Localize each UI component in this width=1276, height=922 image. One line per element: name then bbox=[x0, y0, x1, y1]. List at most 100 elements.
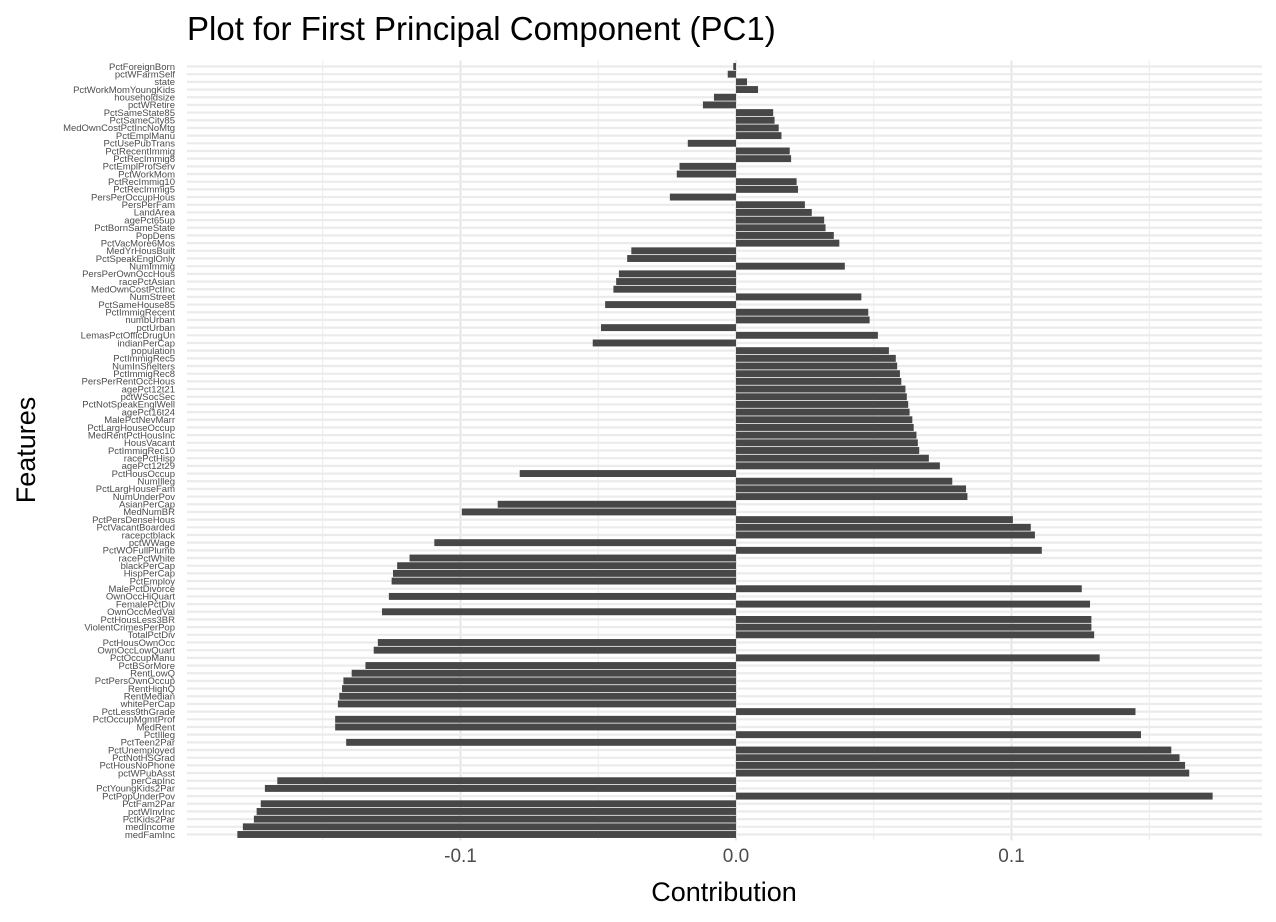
y-tick-label: PctSameState85 bbox=[104, 108, 175, 119]
y-tick-label: PctLess9thGrade bbox=[102, 707, 175, 718]
y-tick-label: PctImmigRec10 bbox=[108, 446, 175, 457]
y-tick-label: FemalePctDiv bbox=[116, 599, 175, 610]
bar-PctHousLess3BR bbox=[736, 616, 1092, 623]
bar-LemasPctOfficDrugUn bbox=[736, 331, 878, 339]
y-tick-label: PctTeen2Par bbox=[121, 738, 175, 749]
y-tick-label: PctYoungKids2Par bbox=[96, 784, 175, 795]
bar-agePct12t29 bbox=[736, 462, 940, 470]
y-tick-label: PctRecImmig5 bbox=[113, 185, 175, 196]
bar-PctSameState85 bbox=[736, 109, 774, 117]
bar-RentLowQ bbox=[351, 669, 736, 677]
bar-PctWorkMomYoungKids bbox=[736, 86, 759, 93]
y-tick-label: PctBSorMore bbox=[119, 661, 176, 672]
y-tick-label: medIncome bbox=[125, 822, 175, 833]
bar-PersPerOccupHous bbox=[669, 193, 736, 201]
y-tick-label: MedNumBR bbox=[123, 507, 175, 518]
y-tick-label: pctWPubAsst bbox=[118, 768, 175, 779]
bar-agePct65up bbox=[736, 216, 825, 224]
y-tick-label: LandArea bbox=[134, 208, 176, 219]
y-tick-label: PctSameCity85 bbox=[110, 116, 175, 127]
bar-PctNotSpeakEnglWell bbox=[736, 400, 909, 408]
y-tick-label: perCapInc bbox=[131, 776, 175, 787]
bar-PctVacMore6Mos bbox=[736, 239, 840, 247]
grid bbox=[187, 60, 1262, 841]
y-tick-label: numbUrban bbox=[125, 315, 175, 326]
bar-pctWRetire bbox=[702, 101, 736, 109]
bar-PctEmploy bbox=[391, 577, 736, 585]
bar-PctWorkMom bbox=[676, 170, 736, 178]
y-tick-label: NumStreet bbox=[130, 292, 176, 303]
bar-NumIlleg bbox=[736, 477, 953, 485]
y-tick-label: PctRecentImmig bbox=[105, 146, 175, 157]
bar-OwnOccMedVal bbox=[381, 608, 736, 616]
y-tick-label: whitePerCap bbox=[120, 699, 175, 710]
y-tick-label: OwnOccMedVal bbox=[107, 607, 175, 618]
bar-MedRentPctHousInc bbox=[736, 431, 917, 439]
bar-PctLess9thGrade bbox=[736, 708, 1136, 716]
bar-racePctWhite bbox=[409, 554, 736, 562]
y-tick-label: racePctHisp bbox=[124, 453, 175, 464]
y-tick-label: pctWWage bbox=[129, 538, 175, 549]
y-tick-label: PctImmigRec5 bbox=[113, 354, 175, 365]
y-tick-label: PctBornSameState bbox=[94, 223, 175, 234]
y-tick-label: MalePctDivorce bbox=[108, 584, 175, 595]
bar-PctPersOwnOccup bbox=[343, 677, 736, 685]
bar-perCapInc bbox=[277, 777, 736, 785]
y-tick-label: pctWFarmSelf bbox=[115, 69, 176, 80]
bar-whitePerCap bbox=[337, 700, 736, 708]
bar-pctWInvInc bbox=[256, 808, 736, 815]
bar-TotalPctDiv bbox=[736, 631, 1095, 639]
y-tick-label: PctHousOccup bbox=[112, 469, 175, 480]
x-tick-label: -0.1 bbox=[444, 846, 477, 867]
bar-PctLargHouseOccup bbox=[736, 424, 914, 431]
y-tick-label: PctSameHouse85 bbox=[98, 300, 175, 311]
bar-LandArea bbox=[736, 208, 812, 216]
bar-PctImmigRec5 bbox=[736, 354, 896, 362]
bar-MedYrHousBuilt bbox=[631, 247, 736, 255]
y-tick-label: pctWRetire bbox=[128, 100, 175, 111]
y-tick-label: HispPerCap bbox=[124, 569, 175, 580]
bar-MedNumBR bbox=[461, 508, 736, 516]
y-tick-label: pctWSocSec bbox=[121, 392, 176, 403]
y-tick-label: TotalPctDiv bbox=[127, 630, 175, 641]
y-tick-label: PctOccupMgmtProf bbox=[93, 715, 176, 726]
chart-title: Plot for First Principal Component (PC1) bbox=[187, 10, 776, 47]
y-tick-label: blackPerCap bbox=[121, 561, 175, 572]
bar-PctFam2Par bbox=[260, 800, 736, 808]
y-tick-label: pctUrban bbox=[136, 323, 175, 334]
bar-OwnOccHiQuart bbox=[388, 592, 736, 600]
bar-AsianPerCap bbox=[497, 500, 736, 508]
bar-numbUrban bbox=[736, 316, 870, 324]
x-axis-title: Contribution bbox=[651, 877, 797, 907]
bar-PctOccupMgmtProf bbox=[335, 715, 736, 723]
y-tick-label: HousVacant bbox=[124, 438, 175, 449]
y-tick-label: PctFam2Par bbox=[122, 799, 175, 810]
y-tick-label: PctRecImmig10 bbox=[108, 177, 175, 188]
y-tick-label: NumUnderPov bbox=[113, 492, 176, 503]
bar-PctPopUnderPov bbox=[736, 792, 1213, 800]
y-tick-label: agePct16t24 bbox=[122, 407, 175, 418]
bar-HispPerCap bbox=[393, 569, 736, 577]
bar-pctWWage bbox=[434, 539, 736, 547]
y-tick-label: PctSpeakEnglOnly bbox=[96, 254, 175, 265]
bar-NumStreet bbox=[736, 293, 862, 301]
y-tick-label: OwnOccHiQuart bbox=[106, 592, 176, 603]
y-tick-label: PctKids2Par bbox=[123, 814, 175, 825]
x-tick-label: 0.0 bbox=[723, 846, 749, 867]
bar-PctHousNoPhone bbox=[736, 761, 1186, 769]
y-tick-label: PctWorkMomYoungKids bbox=[73, 85, 175, 96]
bar-PersPerOwnOccHous bbox=[618, 270, 736, 278]
bar-indianPerCap bbox=[592, 339, 736, 347]
bar-PctWOFullPlumb bbox=[736, 546, 1042, 554]
y-tick-label: PctPopUnderPov bbox=[102, 791, 175, 802]
bar-PctRecentImmig bbox=[736, 147, 790, 155]
bar-PctRecImmig8 bbox=[736, 155, 792, 163]
bar-HousVacant bbox=[736, 439, 918, 447]
bar-PctNotHSGrad bbox=[736, 754, 1180, 762]
bar-RentMedian bbox=[339, 692, 736, 700]
bar-PctBSorMore bbox=[365, 662, 736, 669]
bar-NumInShelters bbox=[736, 362, 898, 370]
y-tick-label: MedYrHousBuilt bbox=[106, 246, 175, 257]
bar-agePct12t21 bbox=[736, 385, 906, 393]
